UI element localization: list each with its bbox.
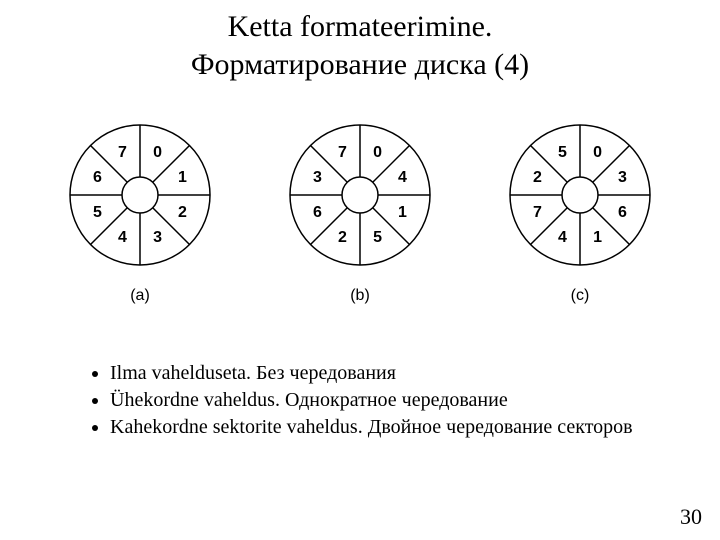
disk-a: 01 23 45 67 (a) — [68, 123, 212, 305]
sector-label: 1 — [178, 169, 187, 186]
bullet-item: Ühekordne vaheldus. Однократное чередова… — [110, 387, 670, 414]
slide-title: Ketta formateerimine. Форматирование дис… — [0, 0, 720, 83]
disk-caption: (b) — [350, 287, 370, 305]
disk-svg: 04 15 26 37 — [288, 123, 432, 267]
sector-label: 4 — [118, 229, 127, 246]
sector-label: 5 — [93, 204, 102, 221]
sector-label: 4 — [558, 229, 567, 246]
sector-label: 5 — [373, 229, 382, 246]
sector-label: 2 — [178, 204, 187, 221]
sector-label: 1 — [593, 229, 602, 246]
disk-caption: (c) — [571, 287, 590, 305]
sector-label: 3 — [153, 229, 162, 246]
disk-svg: 03 61 47 25 — [508, 123, 652, 267]
bullet-ul: Ilma vahelduseta. Без чередованияÜhekord… — [90, 360, 670, 441]
sector-label: 3 — [313, 169, 322, 186]
disk-c: 03 61 47 25 (c) — [508, 123, 652, 305]
sector-label: 5 — [558, 144, 567, 161]
sector-label: 4 — [398, 169, 407, 186]
sector-label: 7 — [118, 144, 127, 161]
sector-label: 6 — [93, 169, 102, 186]
bullet-item: Ilma vahelduseta. Без чередования — [110, 360, 670, 387]
sector-label: 2 — [533, 169, 542, 186]
sector-label: 7 — [533, 204, 542, 221]
bullet-list: Ilma vahelduseta. Без чередованияÜhekord… — [90, 360, 670, 441]
title-line-1: Ketta formateerimine. — [228, 10, 493, 43]
sector-label: 3 — [618, 169, 627, 186]
disk-diagram-row: 01234567(a)04152637(b)03614725(c) — [0, 123, 720, 305]
sector-label: 6 — [313, 204, 322, 221]
title-line-2: Форматирование диска (4) — [191, 48, 529, 81]
sector-label: 0 — [153, 144, 162, 161]
disk-b: 04 15 26 37 (b) — [288, 123, 432, 305]
page-number: 30 — [680, 504, 702, 530]
sector-label: 1 — [398, 204, 407, 221]
sector-label: 2 — [338, 229, 347, 246]
disk-svg: 01 23 45 67 — [68, 123, 212, 267]
sector-label: 0 — [593, 144, 602, 161]
sector-label: 6 — [618, 204, 627, 221]
disk-caption: (a) — [130, 287, 150, 305]
sector-label: 7 — [338, 144, 347, 161]
bullet-item: Kahekordne sektorite vaheldus. Двойное ч… — [110, 414, 670, 441]
sector-label: 0 — [373, 144, 382, 161]
